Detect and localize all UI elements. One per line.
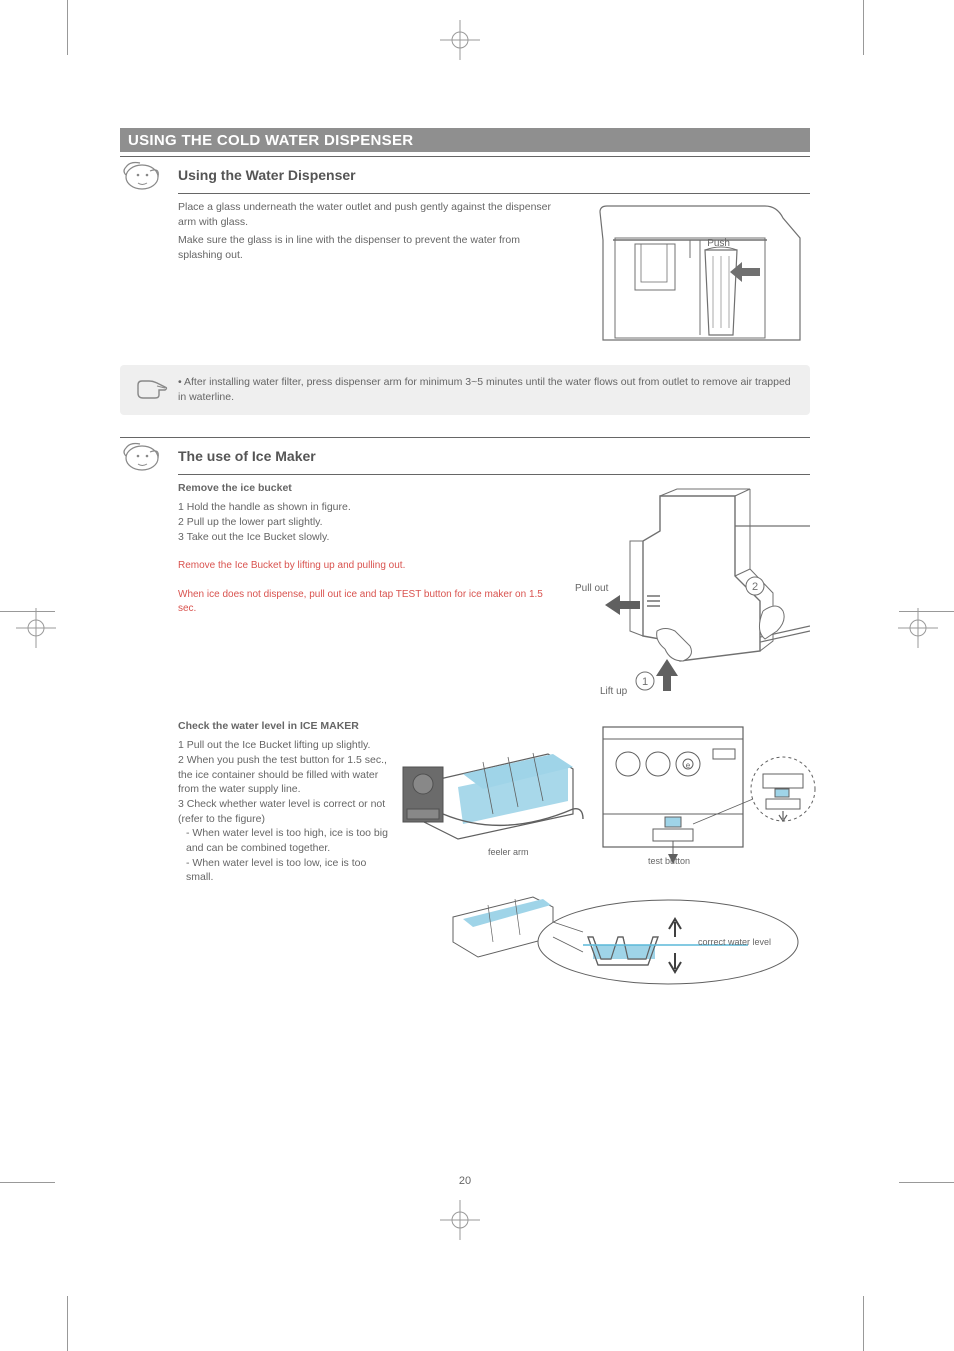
section2-heading: The use of Ice Maker — [178, 444, 810, 468]
step1: 1 Hold the handle as shown in figure. — [178, 500, 555, 515]
step2: 2 Pull up the lower part slightly. — [178, 515, 555, 530]
page-title-bar: USING THE COLD WATER DISPENSER — [120, 128, 810, 152]
section-header-row: Using the Water Dispenser — [120, 157, 810, 193]
red-note1: Remove the Ice Bucket by lifting up and … — [178, 559, 555, 573]
level-step3: 3 Check whether water level is correct o… — [178, 797, 390, 826]
registration-mark — [898, 608, 938, 648]
crop-mark — [0, 1182, 55, 1183]
level-step2: 2 When you push the test button for 1.5 … — [178, 753, 390, 797]
crop-mark — [863, 0, 864, 55]
svg-text:2: 2 — [752, 581, 758, 593]
page-title-text: USING THE COLD WATER DISPENSER — [128, 132, 413, 149]
page-content: USING THE COLD WATER DISPENSER Using the… — [120, 128, 810, 999]
level-step1: 1 Pull out the Ice Bucket lifting up sli… — [178, 738, 390, 753]
water-level-block: Check the water level in ICE MAKER 1 Pul… — [178, 719, 810, 999]
registration-mark — [440, 1200, 480, 1240]
section1-para2: Make sure the glass is in line with the … — [178, 233, 555, 262]
water-level-text: Check the water level in ICE MAKER 1 Pul… — [178, 719, 398, 999]
section1-body: Place a glass underneath the water outle… — [178, 200, 810, 345]
registration-mark — [440, 20, 480, 60]
lift-up-label: Lift up — [600, 686, 627, 697]
mascot-icon — [120, 438, 178, 474]
section1-heading: Using the Water Dispenser — [178, 163, 810, 187]
test-button-label: test button — [648, 857, 690, 867]
remove-bucket-figure: 1 2 Lift up Pull out — [565, 481, 810, 701]
page-number: 20 — [120, 1175, 810, 1187]
mascot-icon — [120, 157, 178, 193]
crop-mark — [67, 0, 68, 55]
section2-text: Remove the ice bucket 1 Hold the handle … — [178, 481, 565, 701]
crop-mark — [863, 1296, 864, 1351]
crop-mark — [899, 1182, 954, 1183]
level-title: Check the water level in ICE MAKER — [178, 720, 359, 732]
water-level-figure: e — [398, 719, 818, 999]
step3: 3 Take out the Ice Bucket slowly. — [178, 530, 555, 545]
svg-text:1: 1 — [642, 676, 648, 688]
registration-mark — [16, 608, 56, 648]
note-box: • After installing water filter, press d… — [120, 365, 810, 415]
correct-water-level-label: correct water level — [698, 937, 771, 947]
level-sub2: - When water level is too low, ice is to… — [186, 856, 390, 885]
level-sub1: - When water level is too high, ice is t… — [186, 826, 390, 855]
remove-bucket-title: Remove the ice bucket — [178, 482, 292, 494]
crop-mark — [67, 1296, 68, 1351]
push-label: Push — [707, 238, 730, 249]
note-line1: • After installing water filter, press d… — [178, 375, 798, 405]
section1-para1: Place a glass underneath the water outle… — [178, 200, 555, 229]
section2: The use of Ice Maker Remove the ice buck… — [120, 437, 810, 701]
note-text: • After installing water filter, press d… — [178, 375, 798, 405]
pointing-hand-icon — [126, 375, 178, 405]
section1-text: Place a glass underneath the water outle… — [178, 200, 565, 345]
svg-text:e: e — [686, 761, 691, 770]
red-note2: When ice does not dispense, pull out ice… — [178, 588, 555, 616]
feeler-arm-label: feeler arm — [488, 847, 529, 857]
section-underline — [178, 193, 810, 194]
dispenser-figure: Push — [565, 200, 810, 345]
pull-out-label: Pull out — [575, 583, 608, 594]
